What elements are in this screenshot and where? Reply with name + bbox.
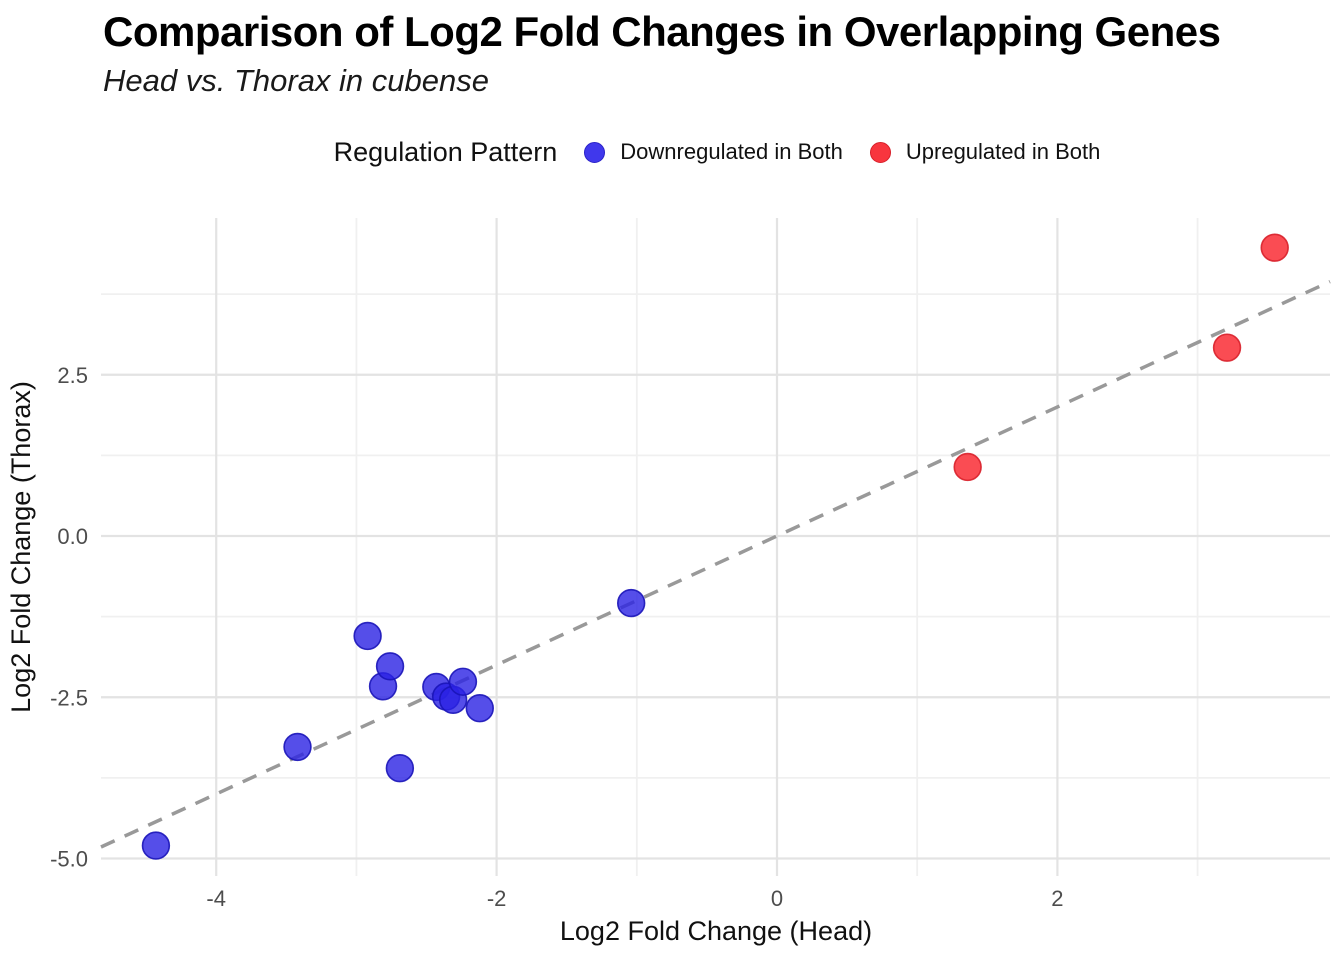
legend-title: Regulation Pattern — [333, 136, 558, 167]
blue-dot-icon — [584, 141, 606, 163]
x-tick-label: -4 — [206, 886, 226, 911]
identity-dashed-line — [100, 279, 1331, 849]
x-tick-label: 0 — [771, 886, 783, 911]
y-axis-tick-labels: 2.5 0.0 -2.5 -5.0 — [50, 363, 88, 872]
red-dot-icon — [869, 141, 891, 163]
x-axis-title: Log2 Fold Change (Head) — [560, 916, 872, 946]
x-tick-label: 2 — [1051, 886, 1063, 911]
chart-subtitle: Head vs. Thorax in cubense — [103, 63, 489, 98]
data-point — [448, 667, 478, 696]
y-tick-label: 2.5 — [57, 363, 88, 388]
data-points — [141, 233, 1289, 860]
data-point — [616, 588, 646, 618]
x-axis-tick-labels: -4 -2 0 2 — [206, 886, 1063, 911]
data-point — [465, 694, 494, 723]
data-point — [1260, 233, 1289, 262]
gridlines-minor — [101, 218, 1330, 876]
data-point — [953, 452, 982, 482]
y-axis-title: Log2 Fold Change (Thorax) — [6, 381, 36, 713]
chart-title: Comparison of Log2 Fold Changes in Overl… — [103, 8, 1221, 55]
legend: Regulation Pattern Downregulated in Both… — [90, 129, 1344, 175]
y-tick-label: -2.5 — [50, 685, 88, 710]
legend-item-label: Upregulated in Both — [905, 139, 1101, 164]
y-tick-label: 0.0 — [57, 524, 88, 549]
legend-item-upregulated: Upregulated in Both — [869, 139, 1101, 165]
data-point — [353, 621, 382, 651]
data-point — [375, 652, 405, 681]
data-point — [1212, 333, 1242, 362]
data-point — [283, 732, 312, 762]
y-tick-label: -5.0 — [50, 847, 88, 872]
data-point — [385, 753, 415, 783]
legend-item-label: Downregulated in Both — [620, 139, 843, 164]
legend-item-downregulated: Downregulated in Both — [584, 139, 843, 165]
data-point — [141, 831, 171, 860]
x-tick-label: -2 — [487, 886, 507, 911]
